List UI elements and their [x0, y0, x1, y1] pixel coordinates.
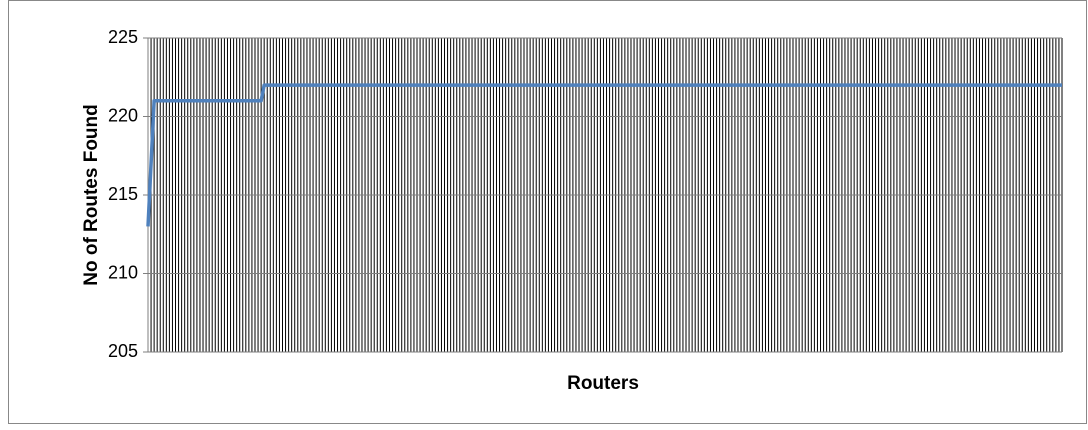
y-tick-label: 205: [108, 341, 138, 361]
y-tick-label: 220: [108, 105, 138, 125]
x-axis-title: Routers: [567, 373, 639, 394]
y-tick-label: 210: [108, 262, 138, 282]
y-tick-label: 215: [108, 184, 138, 204]
y-tick-label: 225: [108, 27, 138, 47]
y-axis-title: No of Routes Found: [81, 104, 102, 286]
series-line: [146, 83, 1062, 227]
